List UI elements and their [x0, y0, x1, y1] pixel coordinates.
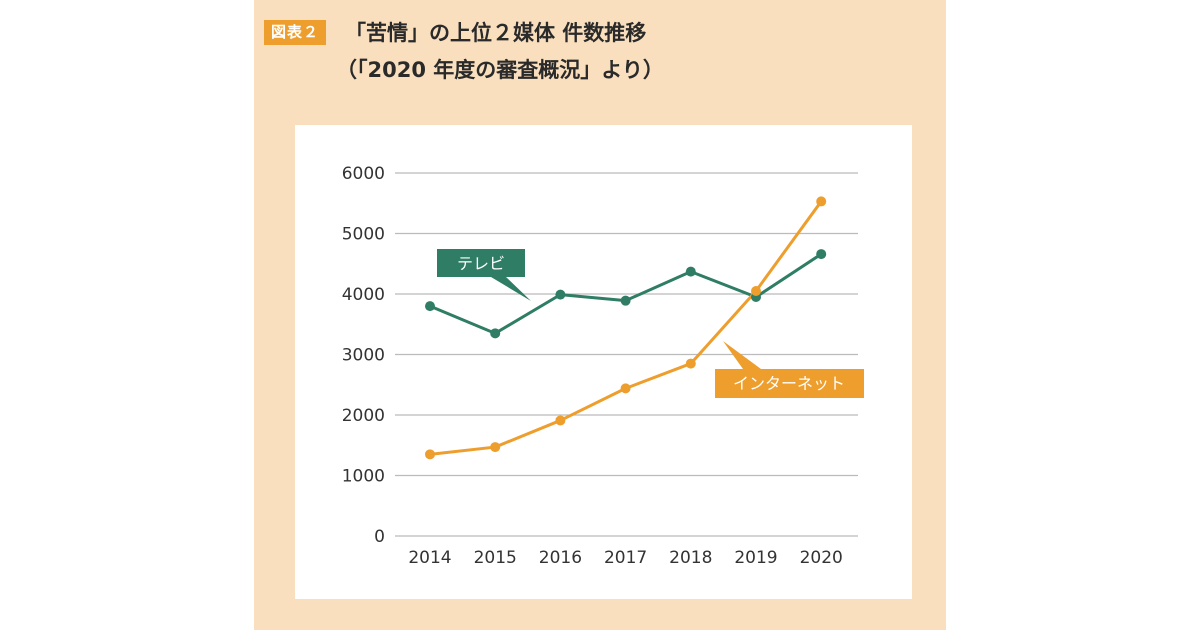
data-point — [620, 295, 631, 306]
y-tick-label: 6000 — [342, 164, 385, 184]
data-point — [620, 383, 631, 394]
legend-label-tv: テレビ — [457, 254, 505, 273]
data-point — [425, 449, 435, 460]
x-tick-label: 2017 — [604, 548, 647, 568]
x-tick-label: 2016 — [539, 548, 582, 568]
legend-pointer-tv — [491, 277, 531, 301]
data-point — [555, 289, 566, 300]
chart-card: テレビインターネット 0 1000 2000 3000 4000 5000 6000 2014… — [295, 125, 912, 599]
y-tick-label: 5000 — [342, 225, 385, 245]
x-tick-label: 2015 — [474, 548, 517, 568]
data-point — [490, 328, 501, 339]
data-point — [685, 358, 696, 369]
figure-number-tag: 図表２ — [264, 20, 326, 45]
x-tick-label: 2019 — [734, 548, 777, 568]
x-tick-label: 2018 — [669, 548, 712, 568]
x-tick-label: 2020 — [800, 548, 843, 568]
legend-box-internet — [715, 369, 864, 398]
legend-pointer-internet — [723, 341, 761, 369]
y-tick-label: 3000 — [342, 346, 385, 366]
y-tick-label: 2000 — [342, 406, 385, 426]
data-point — [816, 196, 827, 207]
legend-label-internet: インターネット — [733, 374, 845, 393]
legend-box-tv — [437, 249, 525, 277]
chart-subtitle: （「2020 年度の審査概況」より） — [336, 58, 664, 82]
data-point — [490, 442, 501, 453]
data-point — [816, 249, 827, 260]
data-point — [425, 301, 435, 312]
data-point — [751, 285, 761, 296]
data-point — [555, 415, 566, 426]
y-tick-label: 0 — [374, 527, 385, 547]
y-tick-label: 4000 — [342, 285, 385, 305]
chart-title: 「苦情」の上位２媒体 件数推移 — [345, 21, 647, 45]
x-tick-label: 2014 — [408, 548, 451, 568]
y-tick-label: 1000 — [342, 467, 385, 487]
data-point — [685, 266, 696, 277]
series-line-1 — [429, 200, 823, 456]
